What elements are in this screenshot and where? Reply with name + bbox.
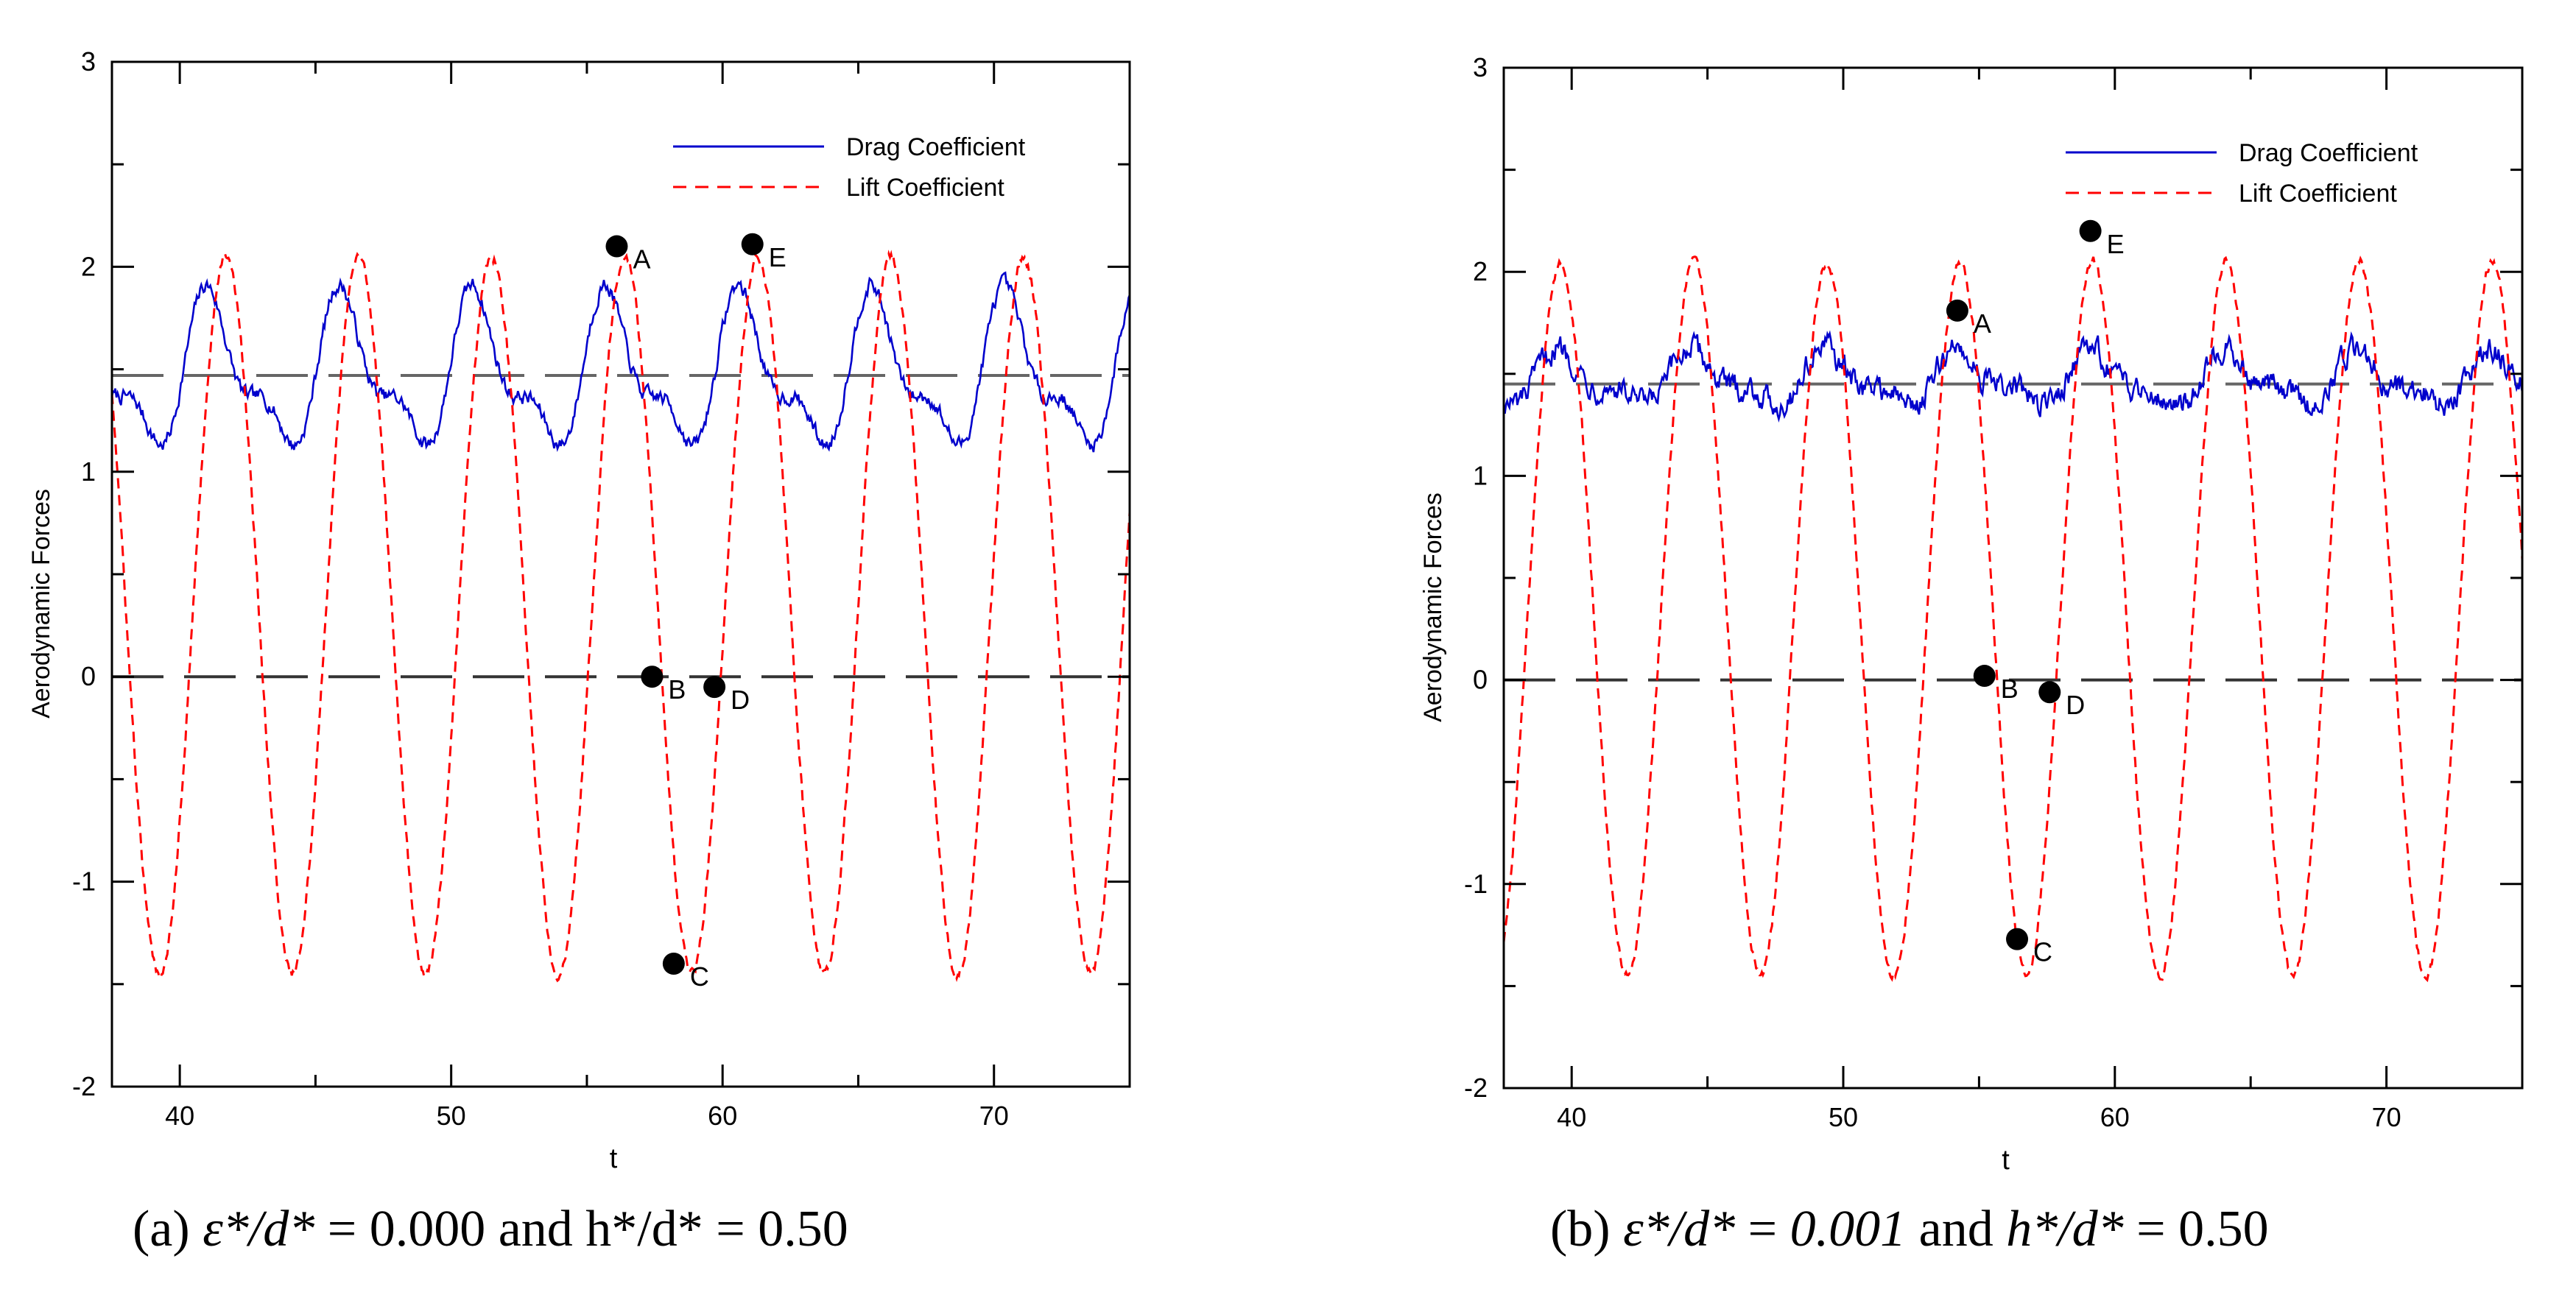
y-tick-label: 2: [81, 251, 96, 281]
y-tick-label: -2: [1464, 1073, 1488, 1103]
marker-label-b: B: [2001, 674, 2019, 704]
marker-point-d: [2038, 681, 2061, 704]
drag-coefficient-line: [112, 271, 1130, 453]
lift-coefficient-line: [112, 250, 1130, 983]
marker-label-c: C: [690, 961, 709, 992]
marker-label-b: B: [668, 674, 686, 705]
legend-label: Drag Coefficient: [2239, 139, 2418, 167]
y-tick-label: -1: [72, 866, 96, 897]
x-axis-label: t: [610, 1143, 618, 1174]
marker-label-e: E: [769, 242, 786, 272]
x-tick-label: 60: [708, 1101, 737, 1131]
x-tick-label: 40: [165, 1101, 194, 1131]
drag-coefficient-line: [1504, 330, 2522, 423]
x-tick-label: 40: [1557, 1102, 1586, 1132]
marker-label-c: C: [2033, 937, 2052, 967]
y-axis-label: Aerodynamic Forces: [27, 489, 55, 719]
caption-a: (a) ε*/d* = 0.000 and h*/d* = 0.50: [133, 1201, 848, 1257]
legend-label: Lift Coefficient: [2239, 180, 2397, 208]
marker-point-b: [641, 666, 664, 688]
y-tick-label: -1: [1464, 869, 1488, 899]
marker-point-c: [662, 952, 685, 975]
y-tick-label: 2: [1473, 256, 1488, 286]
marker-point-d: [703, 676, 726, 699]
marker-point-a: [1946, 299, 1968, 322]
marker-label-a: A: [1974, 308, 1991, 339]
marker-label-d: D: [731, 685, 750, 715]
x-axis-label: t: [2002, 1145, 2010, 1176]
y-tick-label: 1: [81, 456, 96, 487]
legend-label: Drag Coefficient: [846, 133, 1026, 161]
lift-coefficient-line: [1504, 255, 2522, 983]
y-axis-label: Aerodynamic Forces: [1419, 493, 1447, 722]
y-tick-label: 0: [1473, 665, 1488, 695]
plot-frame: [110, 60, 1131, 1088]
y-tick-label: -2: [72, 1071, 96, 1101]
marker-point-e: [741, 233, 764, 255]
x-tick-label: 70: [979, 1101, 1009, 1131]
y-tick-label: 0: [81, 661, 96, 691]
x-tick-label: 70: [2372, 1102, 2401, 1132]
chart-panel-a: 40 50 60 70 -2 -1 0 1 2 3 t Aerodynamic Forces Drag …: [27, 46, 1131, 1174]
marker-point-e: [2079, 219, 2102, 242]
y-tick-label: 1: [1473, 460, 1488, 490]
marker-label-e: E: [2107, 229, 2125, 259]
chart-panel-b: 40 50 60 70 -2 -1 0 1 2 3 t Aerodynamic Forces Drag …: [1419, 52, 2524, 1176]
y-tick-label: 3: [81, 46, 96, 77]
caption-b: (b) ε*/d* = 0.001 and h*/d* = 0.50: [1550, 1201, 2269, 1257]
marker-label-a: A: [633, 244, 650, 275]
marker-point-b: [1973, 665, 1996, 688]
x-tick-label: 50: [437, 1101, 466, 1131]
marker-point-c: [2006, 928, 2029, 950]
marker-label-d: D: [2066, 690, 2085, 720]
x-tick-label: 50: [1829, 1102, 1858, 1132]
legend-label: Lift Coefficient: [846, 174, 1004, 202]
x-tick-label: 60: [2100, 1102, 2130, 1132]
marker-point-a: [605, 235, 628, 258]
y-tick-label: 3: [1473, 52, 1488, 82]
